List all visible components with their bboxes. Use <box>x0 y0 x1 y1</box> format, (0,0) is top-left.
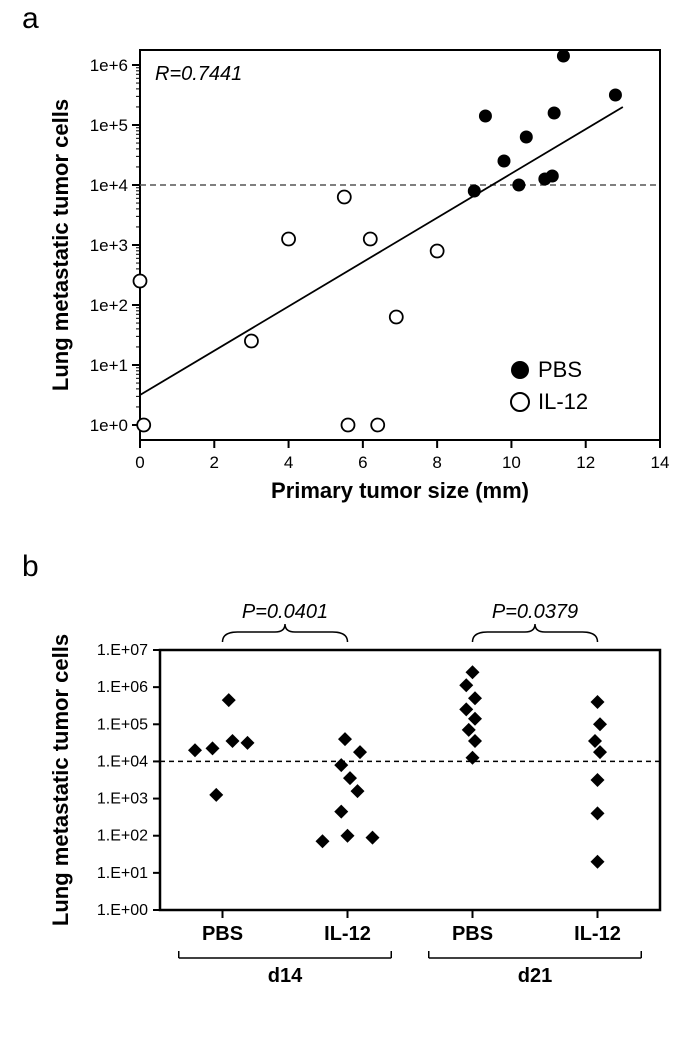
group-label: PBS <box>202 923 243 945</box>
point-pbs <box>498 155 511 168</box>
y-axis-label: Lung metastatic tumor cells <box>48 99 73 391</box>
data-point <box>593 717 607 731</box>
data-point <box>334 758 348 772</box>
y-tick-label: 1e+3 <box>90 236 128 255</box>
data-point <box>591 806 605 820</box>
legend-label-il12: IL-12 <box>538 389 588 414</box>
x-axis-label: Primary tumor size (mm) <box>271 478 529 503</box>
point-il12 <box>371 419 384 432</box>
y-tick-label: 1e+5 <box>90 116 128 135</box>
data-point <box>591 773 605 787</box>
group-label: IL-12 <box>574 923 621 945</box>
point-pbs <box>512 179 525 192</box>
x-tick-label: 12 <box>576 453 595 472</box>
point-il12 <box>245 335 258 348</box>
data-point <box>351 784 365 798</box>
data-point <box>341 829 355 843</box>
data-point <box>241 736 255 750</box>
x-tick-label: 4 <box>284 453 293 472</box>
p-brace <box>473 624 598 642</box>
data-point <box>188 743 202 757</box>
data-point <box>209 788 223 802</box>
y-tick-label: 1.E+07 <box>97 642 148 659</box>
data-point <box>226 734 240 748</box>
point-pbs <box>520 131 533 144</box>
point-pbs <box>609 89 622 102</box>
r-value: R=0.7441 <box>155 63 242 85</box>
day-label: d21 <box>518 965 552 987</box>
point-il12 <box>390 311 403 324</box>
data-point <box>462 723 476 737</box>
data-point <box>334 805 348 819</box>
y-tick-label: 1e+4 <box>90 176 128 195</box>
point-pbs <box>468 185 481 198</box>
point-pbs <box>557 50 570 63</box>
data-point <box>222 693 236 707</box>
data-point <box>343 771 357 785</box>
data-point <box>206 741 220 755</box>
y-tick-label: 1.E+03 <box>97 791 148 808</box>
x-tick-label: 14 <box>651 453 670 472</box>
data-point <box>459 678 473 692</box>
data-point <box>353 745 367 759</box>
point-il12 <box>364 233 377 246</box>
panel-a-chart: 0 2 4 6 8 10 12 14 1e+0 1e+1 1e+2 1e+3 1e+4 1e+5 1e+6 R… <box>40 30 680 530</box>
group-label: PBS <box>452 923 493 945</box>
data-point <box>591 855 605 869</box>
point-il12 <box>282 233 295 246</box>
day-label: d14 <box>268 965 303 987</box>
panel-b-chart: 1.E+00 1.E+01 1.E+02 1.E+03 1.E+04 1.E+05 1.E+… <box>40 590 680 1040</box>
p-value: P=0.0379 <box>492 601 578 623</box>
x-tick-label: 10 <box>502 453 521 472</box>
y-tick-label: 1e+6 <box>90 56 128 75</box>
y-tick-label: 1.E+01 <box>97 865 148 882</box>
point-il12 <box>342 419 355 432</box>
group-label: IL-12 <box>324 923 371 945</box>
point-pbs <box>479 110 492 123</box>
data-point <box>459 702 473 716</box>
y-tick-label: 1e+2 <box>90 296 128 315</box>
point-pbs <box>546 170 559 183</box>
p-value: P=0.0401 <box>242 601 328 623</box>
y-tick-label: 1.E+00 <box>97 902 148 919</box>
data-point <box>468 712 482 726</box>
legend-label-pbs: PBS <box>538 357 582 382</box>
y-tick-label: 1e+1 <box>90 356 128 375</box>
data-point <box>466 751 480 765</box>
point-il12 <box>431 245 444 258</box>
x-tick-label: 2 <box>210 453 219 472</box>
y-tick-label: 1.E+06 <box>97 679 148 696</box>
panel-a-label: a <box>22 2 39 36</box>
p-brace <box>223 624 348 642</box>
y-axis-label: Lung metastatic tumor cells <box>48 634 73 926</box>
y-tick-label: 1e+0 <box>90 416 128 435</box>
y-tick-label: 1.E+05 <box>97 716 148 733</box>
data-point <box>468 734 482 748</box>
data-point <box>466 665 480 679</box>
y-tick-label: 1.E+04 <box>97 753 148 770</box>
legend-marker-il12 <box>511 393 529 411</box>
x-tick-label: 0 <box>135 453 144 472</box>
point-pbs <box>548 107 561 120</box>
data-point <box>591 695 605 709</box>
x-tick-label: 6 <box>358 453 367 472</box>
point-il12 <box>134 275 147 288</box>
x-tick-label: 8 <box>432 453 441 472</box>
data-point <box>338 732 352 746</box>
panel-b-label: b <box>22 550 39 584</box>
data-point <box>468 691 482 705</box>
point-il12 <box>137 419 150 432</box>
y-tick-label: 1.E+02 <box>97 828 148 845</box>
plot-frame <box>160 650 660 910</box>
point-il12 <box>338 191 351 204</box>
legend-marker-pbs <box>511 361 529 379</box>
figure-root: a 0 2 4 6 8 10 12 14 1e+0 1e+1 1e+2 1e+3 1e+4 1e+5 1e+… <box>0 0 699 1050</box>
data-point <box>316 834 330 848</box>
regression-line <box>140 107 623 395</box>
data-point <box>366 831 380 845</box>
